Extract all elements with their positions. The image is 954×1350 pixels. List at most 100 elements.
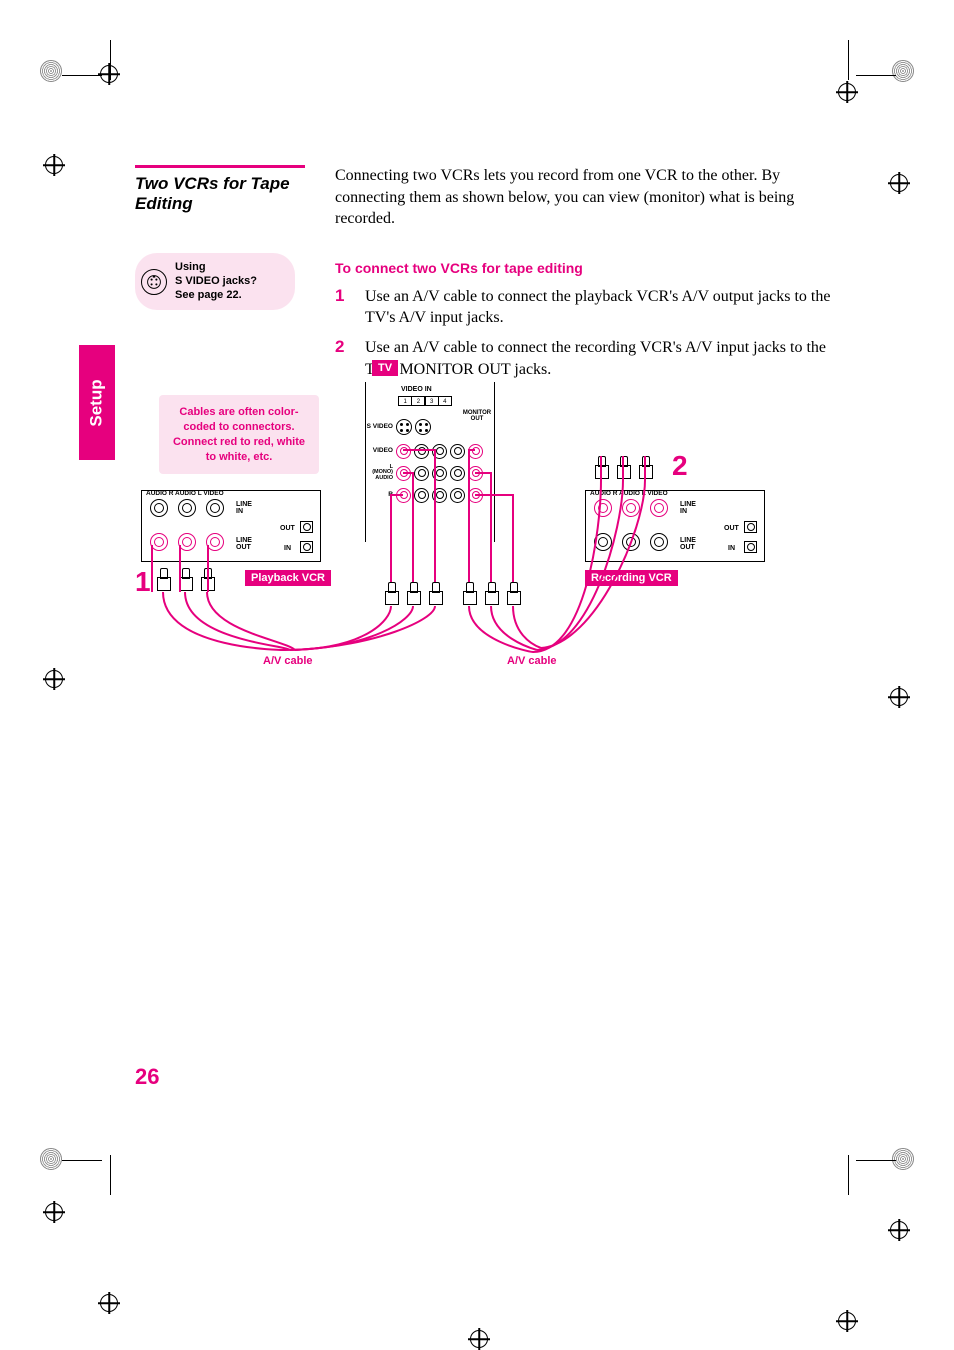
tv-input-columns: 1 2 3 4 bbox=[399, 396, 452, 406]
tv-col: 3 bbox=[425, 396, 439, 406]
wiring-diagram: Cables are often color-coded to connecto… bbox=[135, 360, 835, 680]
rca-jack bbox=[594, 533, 612, 551]
reg-line bbox=[62, 1160, 102, 1161]
plug-row bbox=[385, 582, 441, 606]
diagram-num-1: 1 bbox=[135, 566, 151, 598]
recording-vcr: AUDIO R AUDIO L VIDEO LINEIN LINEOUT OUT… bbox=[585, 490, 765, 562]
rca-jack bbox=[150, 533, 168, 551]
reg-cross bbox=[45, 670, 63, 688]
reg-mark bbox=[892, 60, 914, 82]
av-cable-label: A/V cable bbox=[507, 655, 557, 667]
reg-mark bbox=[40, 60, 62, 82]
tv-row-label: VIDEO bbox=[366, 448, 396, 455]
vcr-in-label: IN bbox=[728, 545, 735, 552]
rca-jack bbox=[622, 499, 640, 517]
plug-icon bbox=[429, 582, 441, 606]
tip-line: See page 22. bbox=[175, 289, 257, 303]
tip-text: Using S VIDEO jacks? See page 22. bbox=[175, 261, 257, 302]
vcr-line-in-label: LINEIN bbox=[236, 501, 252, 515]
playback-vcr: AUDIO R AUDIO L VIDEO LINEIN LINEOUT OUT… bbox=[141, 490, 321, 562]
vcr-line-in-row bbox=[150, 499, 224, 517]
tv-col: 1 bbox=[398, 396, 412, 406]
tv-row-audio-r: R bbox=[366, 484, 494, 506]
reg-line bbox=[110, 40, 111, 80]
audio-jack bbox=[468, 466, 483, 481]
section-title: Two VCRs for Tape Editing bbox=[135, 174, 315, 213]
reg-cross bbox=[890, 688, 908, 706]
plug-row bbox=[463, 582, 519, 606]
tv-row-audio-l: L(MONO)AUDIO bbox=[366, 462, 494, 484]
reg-cross bbox=[890, 1221, 908, 1239]
reg-mark bbox=[40, 1148, 62, 1170]
rca-jack bbox=[206, 533, 224, 551]
vcr-line-out-label: LINEOUT bbox=[680, 537, 696, 551]
page-number: 26 bbox=[135, 1064, 159, 1090]
step-num: 1 bbox=[335, 286, 365, 329]
svideo-icon bbox=[141, 269, 167, 295]
video-jack bbox=[450, 444, 465, 459]
vcr-in-label: IN bbox=[284, 545, 291, 552]
reg-line bbox=[110, 1155, 111, 1195]
plug-icon bbox=[201, 568, 213, 592]
reg-line bbox=[856, 75, 896, 76]
tv-col: 2 bbox=[411, 396, 425, 406]
rca-jack bbox=[622, 533, 640, 551]
reg-cross bbox=[890, 174, 908, 192]
rca-jack bbox=[178, 499, 196, 517]
tv-row-video: VIDEO bbox=[366, 440, 494, 462]
tv-label: TV bbox=[372, 360, 398, 376]
vcr-col-labels: AUDIO R AUDIO L VIDEO bbox=[590, 490, 668, 497]
plug-icon bbox=[463, 582, 475, 606]
rca-jack bbox=[178, 533, 196, 551]
rca-jack bbox=[594, 499, 612, 517]
vcr-out-label: OUT bbox=[280, 525, 295, 532]
audio-jack bbox=[432, 466, 447, 481]
reg-cross bbox=[100, 65, 118, 83]
reg-cross bbox=[838, 1312, 856, 1330]
reg-cross bbox=[838, 83, 856, 101]
svideo-jack bbox=[415, 419, 431, 435]
tip-callout: Using S VIDEO jacks? See page 22. bbox=[135, 253, 295, 310]
svideo-jack bbox=[396, 419, 412, 435]
setup-tab: Setup bbox=[79, 345, 115, 460]
vcr-ant-in bbox=[744, 541, 757, 553]
reg-line bbox=[848, 40, 849, 80]
vcr-line-in-row bbox=[594, 499, 668, 517]
tip-line: S VIDEO jacks? bbox=[175, 275, 257, 289]
plug-icon bbox=[485, 582, 497, 606]
vcr-ant-out bbox=[300, 521, 313, 533]
color-code-note: Cables are often color-coded to connecto… bbox=[159, 395, 319, 474]
plug-row bbox=[157, 568, 213, 592]
plug-icon bbox=[179, 568, 191, 592]
reg-cross bbox=[45, 156, 63, 174]
vcr-line-out-label: LINEOUT bbox=[236, 537, 252, 551]
audio-jack bbox=[450, 466, 465, 481]
rca-jack bbox=[206, 499, 224, 517]
audio-jack bbox=[432, 488, 447, 503]
plug-icon bbox=[385, 582, 397, 606]
audio-jack bbox=[450, 488, 465, 503]
vcr-out-label: OUT bbox=[724, 525, 739, 532]
audio-jack bbox=[414, 488, 429, 503]
plug-icon bbox=[407, 582, 419, 606]
plug-icon bbox=[639, 456, 651, 480]
video-jack bbox=[432, 444, 447, 459]
setup-tab-label: Setup bbox=[87, 379, 107, 426]
video-jack bbox=[414, 444, 429, 459]
step-1: 1 Use an A/V cable to connect the playba… bbox=[335, 286, 835, 329]
audio-jack bbox=[396, 488, 411, 503]
audio-jack bbox=[396, 466, 411, 481]
tv-col: 4 bbox=[438, 396, 452, 406]
reg-cross bbox=[100, 1294, 118, 1312]
audio-jack bbox=[414, 466, 429, 481]
reg-line bbox=[62, 75, 102, 76]
tv-panel: VIDEO IN 1 2 3 4 MONITOR OUT S VIDEO VID… bbox=[365, 382, 495, 542]
plug-icon bbox=[595, 456, 607, 480]
av-cable-label: A/V cable bbox=[263, 655, 313, 667]
left-column: Two VCRs for Tape Editing Using S VIDEO … bbox=[135, 165, 315, 310]
reg-line bbox=[848, 1155, 849, 1195]
vcr-ant-in bbox=[300, 541, 313, 553]
vcr-ant-out bbox=[744, 521, 757, 533]
tv-row-label: L(MONO)AUDIO bbox=[366, 465, 396, 482]
main-column: Connecting two VCRs lets you record from… bbox=[335, 165, 835, 388]
